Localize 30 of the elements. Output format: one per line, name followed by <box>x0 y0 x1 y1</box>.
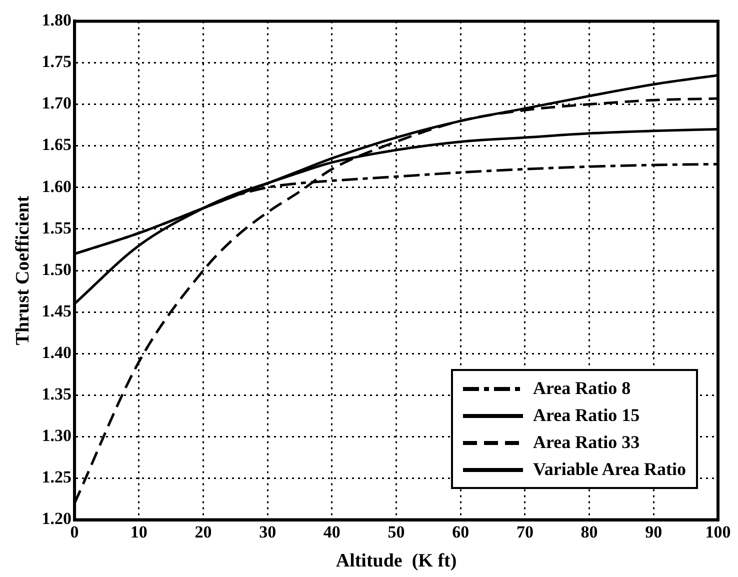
x-tick-label: 60 <box>452 522 470 542</box>
legend-label: Area Ratio 33 <box>533 432 640 453</box>
y-tick-label: 1.75 <box>42 52 72 72</box>
x-tick-label: 0 <box>70 522 79 542</box>
y-tick-label: 1.60 <box>42 176 72 196</box>
x-tick-label: 30 <box>259 522 276 542</box>
x-tick-label: 100 <box>705 522 731 542</box>
x-axis-title: Altitude (K ft) <box>336 550 457 572</box>
y-tick-label: 1.80 <box>42 10 72 30</box>
x-tick-label: 40 <box>323 522 340 542</box>
y-tick-label: 1.50 <box>42 260 72 279</box>
y-axis-title: Thrust Coefficient <box>12 195 34 346</box>
y-tick-label: 1.35 <box>42 384 72 404</box>
legend-label: Area Ratio 8 <box>533 378 631 399</box>
x-tick-label: 50 <box>388 522 405 542</box>
legend-label: Variable Area Ratio <box>533 459 686 480</box>
legend-label: Area Ratio 15 <box>533 405 640 426</box>
y-tick-label: 1.45 <box>42 301 72 320</box>
x-tick-label: 20 <box>194 522 212 542</box>
x-tick-label: 90 <box>645 522 662 542</box>
y-tick-label: 1.70 <box>42 94 72 113</box>
y-tick-label: 1.40 <box>42 342 72 362</box>
x-tick-label: 80 <box>580 522 598 542</box>
x-tick-label: 70 <box>516 522 534 542</box>
y-tick-label: 1.20 <box>42 509 72 528</box>
y-tick-label: 1.55 <box>42 218 72 238</box>
y-tick-label: 1.65 <box>42 135 72 154</box>
x-tick-label: 10 <box>130 522 148 542</box>
y-tick-label: 1.30 <box>42 426 72 446</box>
y-tick-label: 1.25 <box>42 468 72 487</box>
